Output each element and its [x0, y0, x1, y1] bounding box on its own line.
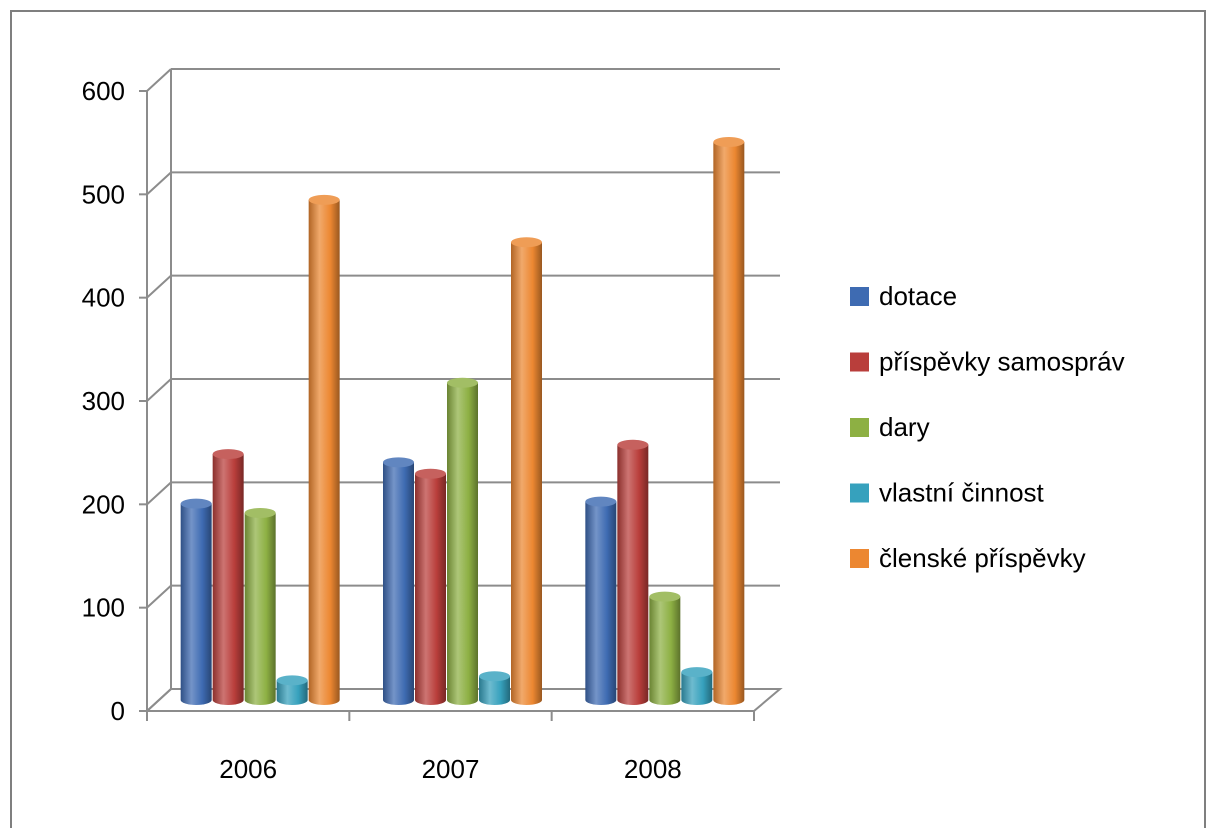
bar-top [681, 667, 713, 678]
x-tick-label: 2008 [624, 754, 682, 784]
x-axis-labels: 2006 2007 2008 [219, 754, 682, 784]
legend-label: příspěvky samospráv [879, 347, 1125, 377]
bar-body [585, 501, 617, 705]
bar [244, 507, 276, 705]
bar-body [180, 503, 212, 705]
legend-swatch [850, 483, 869, 503]
bar-top [212, 449, 244, 460]
bar-body [479, 676, 510, 705]
bar-top [617, 439, 649, 450]
legend-item: členské příspěvky [850, 543, 1086, 573]
bar [383, 457, 414, 705]
bar-top [713, 137, 745, 147]
bar [276, 675, 308, 705]
bars [180, 137, 745, 705]
bar [447, 377, 478, 705]
gridline-side [146, 171, 172, 196]
bar-top [447, 377, 478, 388]
x-tick-label: 2006 [219, 754, 277, 784]
legend-item: dotace [850, 281, 957, 311]
legend-swatch [850, 287, 869, 306]
bar [585, 496, 617, 705]
bar [681, 667, 713, 705]
bar-body [511, 242, 542, 705]
bar [308, 194, 340, 705]
legend-label: dary [879, 412, 930, 442]
y-tick-label: 200 [82, 489, 125, 519]
bar-body [383, 462, 414, 705]
bar-top [649, 591, 681, 602]
gridline-side [146, 584, 172, 609]
legend-label: členské příspěvky [879, 543, 1086, 573]
x-tick-label: 2007 [422, 754, 480, 784]
bar-top [585, 496, 617, 507]
bar [212, 449, 244, 705]
bar-top [180, 498, 212, 509]
bar-body [415, 473, 446, 705]
y-tick-label: 500 [82, 179, 125, 209]
gridlines [139, 68, 780, 721]
y-tick-label: 0 [111, 696, 125, 726]
bar [415, 468, 446, 705]
legend-item: vlastní činnost [850, 478, 1045, 508]
chart-frame [10, 10, 1206, 828]
y-axis-labels: 0 100 200 300 400 500 600 [82, 76, 125, 726]
gridline-side [146, 68, 172, 92]
gridline-side [146, 481, 172, 506]
bar [511, 237, 542, 705]
legend-label: vlastní činnost [879, 478, 1045, 508]
bar-body [244, 512, 276, 705]
bar [617, 439, 649, 705]
bar-top [415, 468, 446, 479]
bar-body [681, 672, 713, 705]
legend-swatch [850, 352, 869, 372]
y-tick-label: 300 [82, 386, 125, 416]
y-tick-label: 400 [82, 283, 125, 313]
bar-top [276, 675, 308, 686]
gridline-side [146, 688, 172, 712]
bar-body [212, 454, 244, 705]
legend-item: příspěvky samospráv [850, 347, 1125, 377]
gridline-side [146, 378, 172, 402]
bar-top [383, 457, 414, 468]
bar-body [713, 142, 745, 705]
legend-item: dary [850, 412, 930, 442]
bar-body [649, 596, 681, 705]
legend-label: dotace [879, 281, 957, 311]
gridline-side [146, 274, 172, 299]
legend: dotace příspěvky samospráv dary vlastní … [850, 281, 1125, 573]
bar-body [447, 382, 478, 705]
legend-swatch [850, 549, 869, 568]
bar-top [511, 237, 542, 248]
legend-swatch [850, 418, 869, 437]
bar [180, 498, 212, 705]
bar [649, 591, 681, 705]
bar-body [276, 680, 308, 705]
bar-top [244, 507, 276, 518]
bar-top [479, 671, 510, 682]
y-tick-label: 100 [82, 593, 125, 623]
bar [479, 671, 510, 705]
bar-body [308, 199, 340, 705]
bar [713, 137, 745, 705]
axes: 0 100 200 300 400 500 600 2006 2007 2008 [82, 76, 682, 784]
bar-top [308, 194, 340, 205]
bar-body [617, 444, 649, 705]
y-tick-label: 600 [82, 76, 125, 106]
